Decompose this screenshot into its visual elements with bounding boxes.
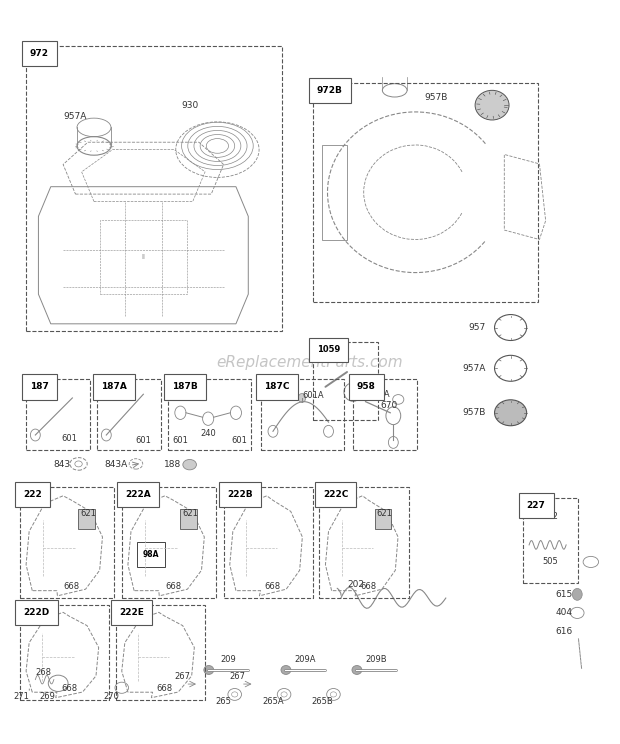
Text: 621: 621: [81, 509, 96, 518]
Text: 267: 267: [230, 672, 246, 682]
Text: 668: 668: [63, 583, 79, 591]
Ellipse shape: [495, 400, 526, 426]
Text: 404: 404: [556, 609, 573, 618]
Bar: [523, 498, 578, 583]
Text: 957A: 957A: [463, 364, 486, 373]
Text: 209: 209: [220, 655, 236, 664]
Bar: [224, 487, 313, 598]
Ellipse shape: [183, 460, 197, 470]
Text: 616: 616: [556, 627, 573, 636]
Text: 1059: 1059: [317, 345, 340, 354]
Text: 222: 222: [24, 490, 42, 499]
Text: 930: 930: [181, 100, 198, 109]
Text: 227: 227: [526, 501, 546, 510]
FancyBboxPatch shape: [180, 509, 197, 529]
Text: 621: 621: [377, 509, 392, 518]
Text: 270: 270: [104, 692, 119, 701]
Text: 972B: 972B: [317, 86, 343, 95]
Circle shape: [572, 589, 582, 600]
Bar: [313, 342, 378, 420]
Text: 265: 265: [216, 697, 231, 706]
Text: 268: 268: [35, 667, 51, 677]
Text: 505: 505: [543, 557, 559, 566]
Text: eReplacementParts.com: eReplacementParts.com: [216, 355, 404, 370]
Text: 562: 562: [542, 513, 559, 522]
Bar: [122, 487, 216, 598]
Text: 670: 670: [381, 401, 397, 410]
Text: 843: 843: [53, 460, 71, 469]
Bar: [168, 379, 251, 450]
Ellipse shape: [352, 666, 362, 674]
Text: 958: 958: [357, 382, 376, 391]
Text: 267: 267: [174, 672, 190, 682]
FancyBboxPatch shape: [374, 509, 391, 529]
Text: 187: 187: [30, 382, 48, 391]
Bar: [26, 46, 282, 331]
Ellipse shape: [475, 90, 509, 120]
Text: 222A: 222A: [125, 490, 151, 499]
Text: 209B: 209B: [365, 655, 387, 664]
Text: 615: 615: [556, 590, 573, 599]
Text: 957: 957: [469, 323, 486, 332]
Text: 601: 601: [231, 436, 247, 445]
Text: 187B: 187B: [172, 382, 198, 391]
Bar: [353, 379, 417, 450]
Text: 668: 668: [265, 583, 281, 591]
Bar: [100, 220, 187, 294]
Text: 601: 601: [172, 436, 188, 445]
Bar: [260, 379, 344, 450]
Bar: [137, 542, 166, 567]
Text: 621: 621: [182, 509, 198, 518]
Text: 668: 668: [166, 583, 182, 591]
Bar: [20, 605, 109, 699]
Text: 209A: 209A: [294, 655, 316, 664]
Bar: [313, 83, 538, 301]
Text: 972: 972: [30, 49, 49, 58]
Ellipse shape: [281, 666, 291, 674]
Text: 601: 601: [135, 436, 151, 445]
Text: 265A: 265A: [262, 697, 284, 706]
Text: 957B: 957B: [463, 408, 486, 417]
Text: 187A: 187A: [101, 382, 126, 391]
Text: 222E: 222E: [119, 608, 144, 617]
Text: 957A: 957A: [63, 112, 86, 121]
Bar: [97, 379, 161, 450]
Text: 601A: 601A: [303, 391, 324, 400]
Text: 202: 202: [348, 580, 365, 589]
Text: 843A: 843A: [104, 460, 127, 469]
Text: 187C: 187C: [264, 382, 290, 391]
Text: II: II: [141, 254, 145, 260]
Text: 222C: 222C: [323, 490, 348, 499]
Text: 222B: 222B: [228, 490, 253, 499]
Bar: [26, 379, 91, 450]
Bar: [20, 487, 113, 598]
Ellipse shape: [204, 666, 214, 674]
Text: 271: 271: [13, 692, 29, 701]
Text: 240: 240: [200, 429, 216, 438]
Text: 957B: 957B: [425, 93, 448, 102]
Text: 601: 601: [61, 434, 78, 443]
Text: 188: 188: [164, 460, 182, 469]
Text: 601A: 601A: [368, 390, 390, 399]
Bar: [319, 487, 409, 598]
FancyBboxPatch shape: [78, 509, 95, 529]
Text: 190: 190: [278, 390, 296, 399]
Text: 668: 668: [360, 583, 376, 591]
Circle shape: [298, 394, 306, 403]
Text: 668: 668: [157, 684, 173, 693]
Text: 265B: 265B: [311, 697, 333, 706]
Text: 222D: 222D: [24, 608, 50, 617]
Text: 98A: 98A: [143, 551, 159, 559]
Text: 668: 668: [61, 684, 78, 693]
Bar: [115, 605, 205, 699]
Text: 269: 269: [40, 692, 56, 701]
